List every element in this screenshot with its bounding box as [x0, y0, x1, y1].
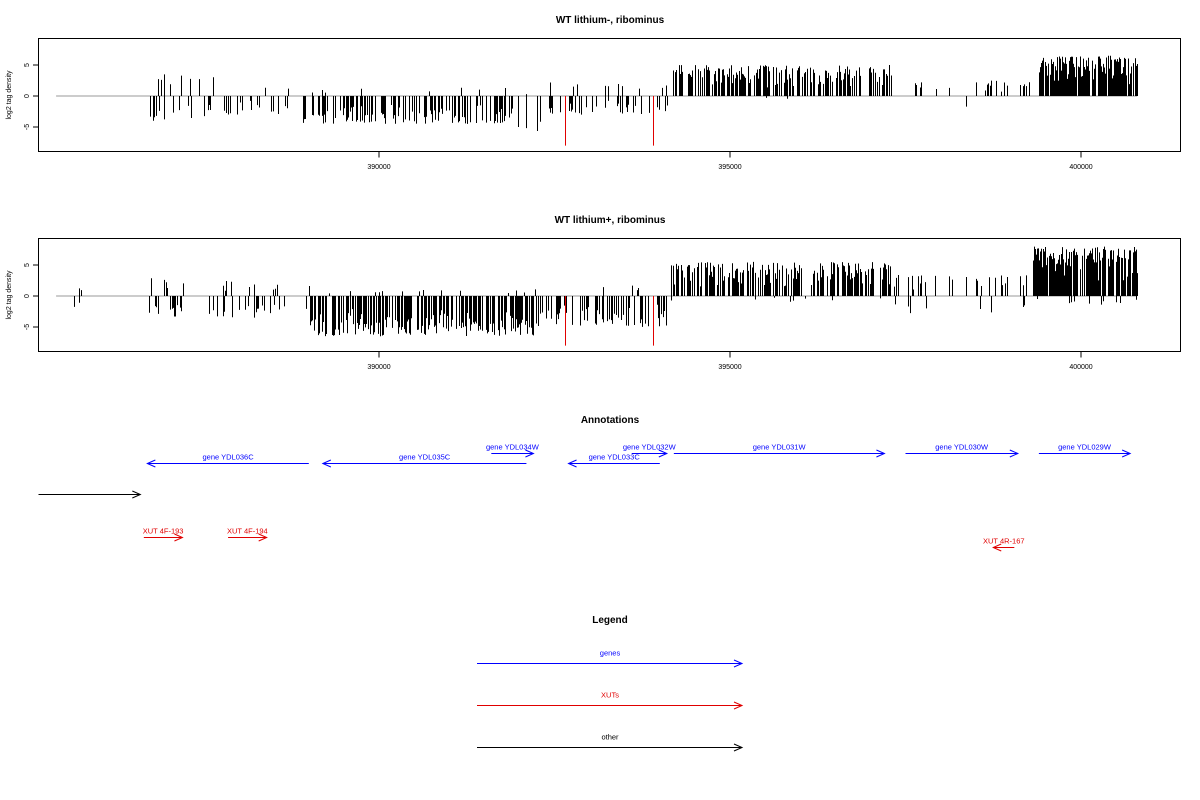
plot-frame — [38, 38, 1181, 152]
arrow-head — [146, 459, 156, 468]
y-axis-label: log2 tag density — [6, 270, 13, 320]
arrow-head — [258, 533, 268, 542]
annotation-gene: gene YDL036C — [146, 453, 309, 468]
annotation-xut: XUT 4F-194 — [227, 527, 268, 542]
x-tick-label: 390000 — [367, 164, 390, 171]
x-axis: 390000 395000 400000 — [367, 151, 1093, 171]
y-tick-label: 5 — [24, 263, 31, 267]
legend-label: other — [601, 733, 619, 742]
annotation-gene: gene YDL031W — [673, 443, 886, 458]
x-axis: 390000 395000 400000 — [367, 351, 1093, 371]
annotation-label: XUT 4F-194 — [227, 527, 268, 536]
x-tick-label: 390000 — [367, 364, 390, 371]
arrow-head — [876, 449, 886, 458]
annotation-label: gene YDL035C — [399, 453, 451, 462]
annotations-title: Annotations — [581, 415, 640, 426]
legend-entries: genes XUTs other — [477, 649, 744, 752]
annotation-other — [38, 490, 142, 499]
arrow-head — [658, 449, 669, 458]
x-tick-label: 400000 — [1069, 364, 1092, 371]
x-tick-label: 400000 — [1069, 164, 1092, 171]
legend-title: Legend — [592, 615, 628, 626]
annotation-gene: gene YDL033C — [567, 453, 660, 468]
annotation-xut: XUT 4F-193 — [143, 527, 184, 542]
y-tick-label: 0 — [24, 294, 31, 298]
legend-entry-xut: XUTs — [477, 691, 744, 710]
annotation-label: gene YDL030W — [935, 443, 989, 452]
annotation-label: XUT 4F-193 — [143, 527, 184, 536]
y-tick-label: 0 — [24, 94, 31, 98]
annotation-label: gene YDL032W — [623, 443, 677, 452]
annotation-gene: gene YDL035C — [321, 453, 527, 468]
legend-entry-other: other — [477, 733, 744, 752]
arrow-head — [992, 543, 1002, 552]
arrow-head — [733, 701, 744, 710]
arrow-head — [321, 459, 332, 468]
annotation-gene: gene YDL030W — [905, 443, 1020, 458]
annotation-label: gene YDL031W — [753, 443, 807, 452]
y-tick-label: -5 — [24, 324, 31, 330]
annotation-label: XUT 4R-167 — [983, 537, 1025, 546]
arrow-head — [733, 743, 744, 752]
plot-frame — [38, 238, 1181, 352]
arrow-head — [733, 659, 744, 668]
x-tick-label: 395000 — [718, 364, 741, 371]
bar-series — [56, 55, 1138, 146]
annotation-gene: gene YDL034W — [486, 443, 540, 458]
y-axis-label: log2 tag density — [6, 70, 13, 120]
panel-title: WT lithium-, ribominus — [556, 15, 665, 26]
legend-label: XUTs — [601, 691, 619, 700]
annotations-panel: Annotations gene YDL036C gene YDL035Cgene… — [38, 415, 1132, 552]
legend-label: genes — [600, 649, 621, 658]
annotation-xut: XUT 4R-167 — [983, 537, 1025, 552]
annotation-tracks: gene YDL036C gene YDL035C gene YDL034W gene… — [38, 443, 1132, 552]
y-axis: -5 0 5 — [24, 63, 39, 130]
legend-entry-gene: genes — [477, 649, 744, 668]
annotation-label: gene YDL036C — [202, 453, 254, 462]
arrow-head — [1121, 449, 1132, 458]
arrow-head — [174, 533, 184, 542]
x-tick-label: 395000 — [718, 164, 741, 171]
annotation-label: gene YDL033C — [589, 453, 641, 462]
annotation-gene: gene YDL029W — [1038, 443, 1132, 458]
panel-lithium-minus: WT lithium-, ribominus log2 tag density … — [6, 15, 1181, 171]
y-tick-label: -5 — [24, 124, 31, 130]
arrow-head — [132, 490, 142, 499]
y-tick-label: 5 — [24, 63, 31, 67]
y-axis: -5 0 5 — [24, 263, 39, 330]
arrow-head — [525, 449, 535, 458]
bar-series — [56, 246, 1138, 346]
annotation-label: gene YDL029W — [1058, 443, 1112, 452]
legend-panel: Legend genes XUTs other — [477, 615, 744, 752]
annotation-label: gene YDL034W — [486, 443, 540, 452]
arrow-head — [567, 459, 577, 468]
panel-title: WT lithium+, ribominus — [555, 215, 666, 226]
panel-lithium-plus: WT lithium+, ribominus log2 tag density … — [6, 215, 1181, 371]
annotation-gene: gene YDL032W — [623, 443, 677, 458]
arrow-head — [1009, 449, 1020, 458]
